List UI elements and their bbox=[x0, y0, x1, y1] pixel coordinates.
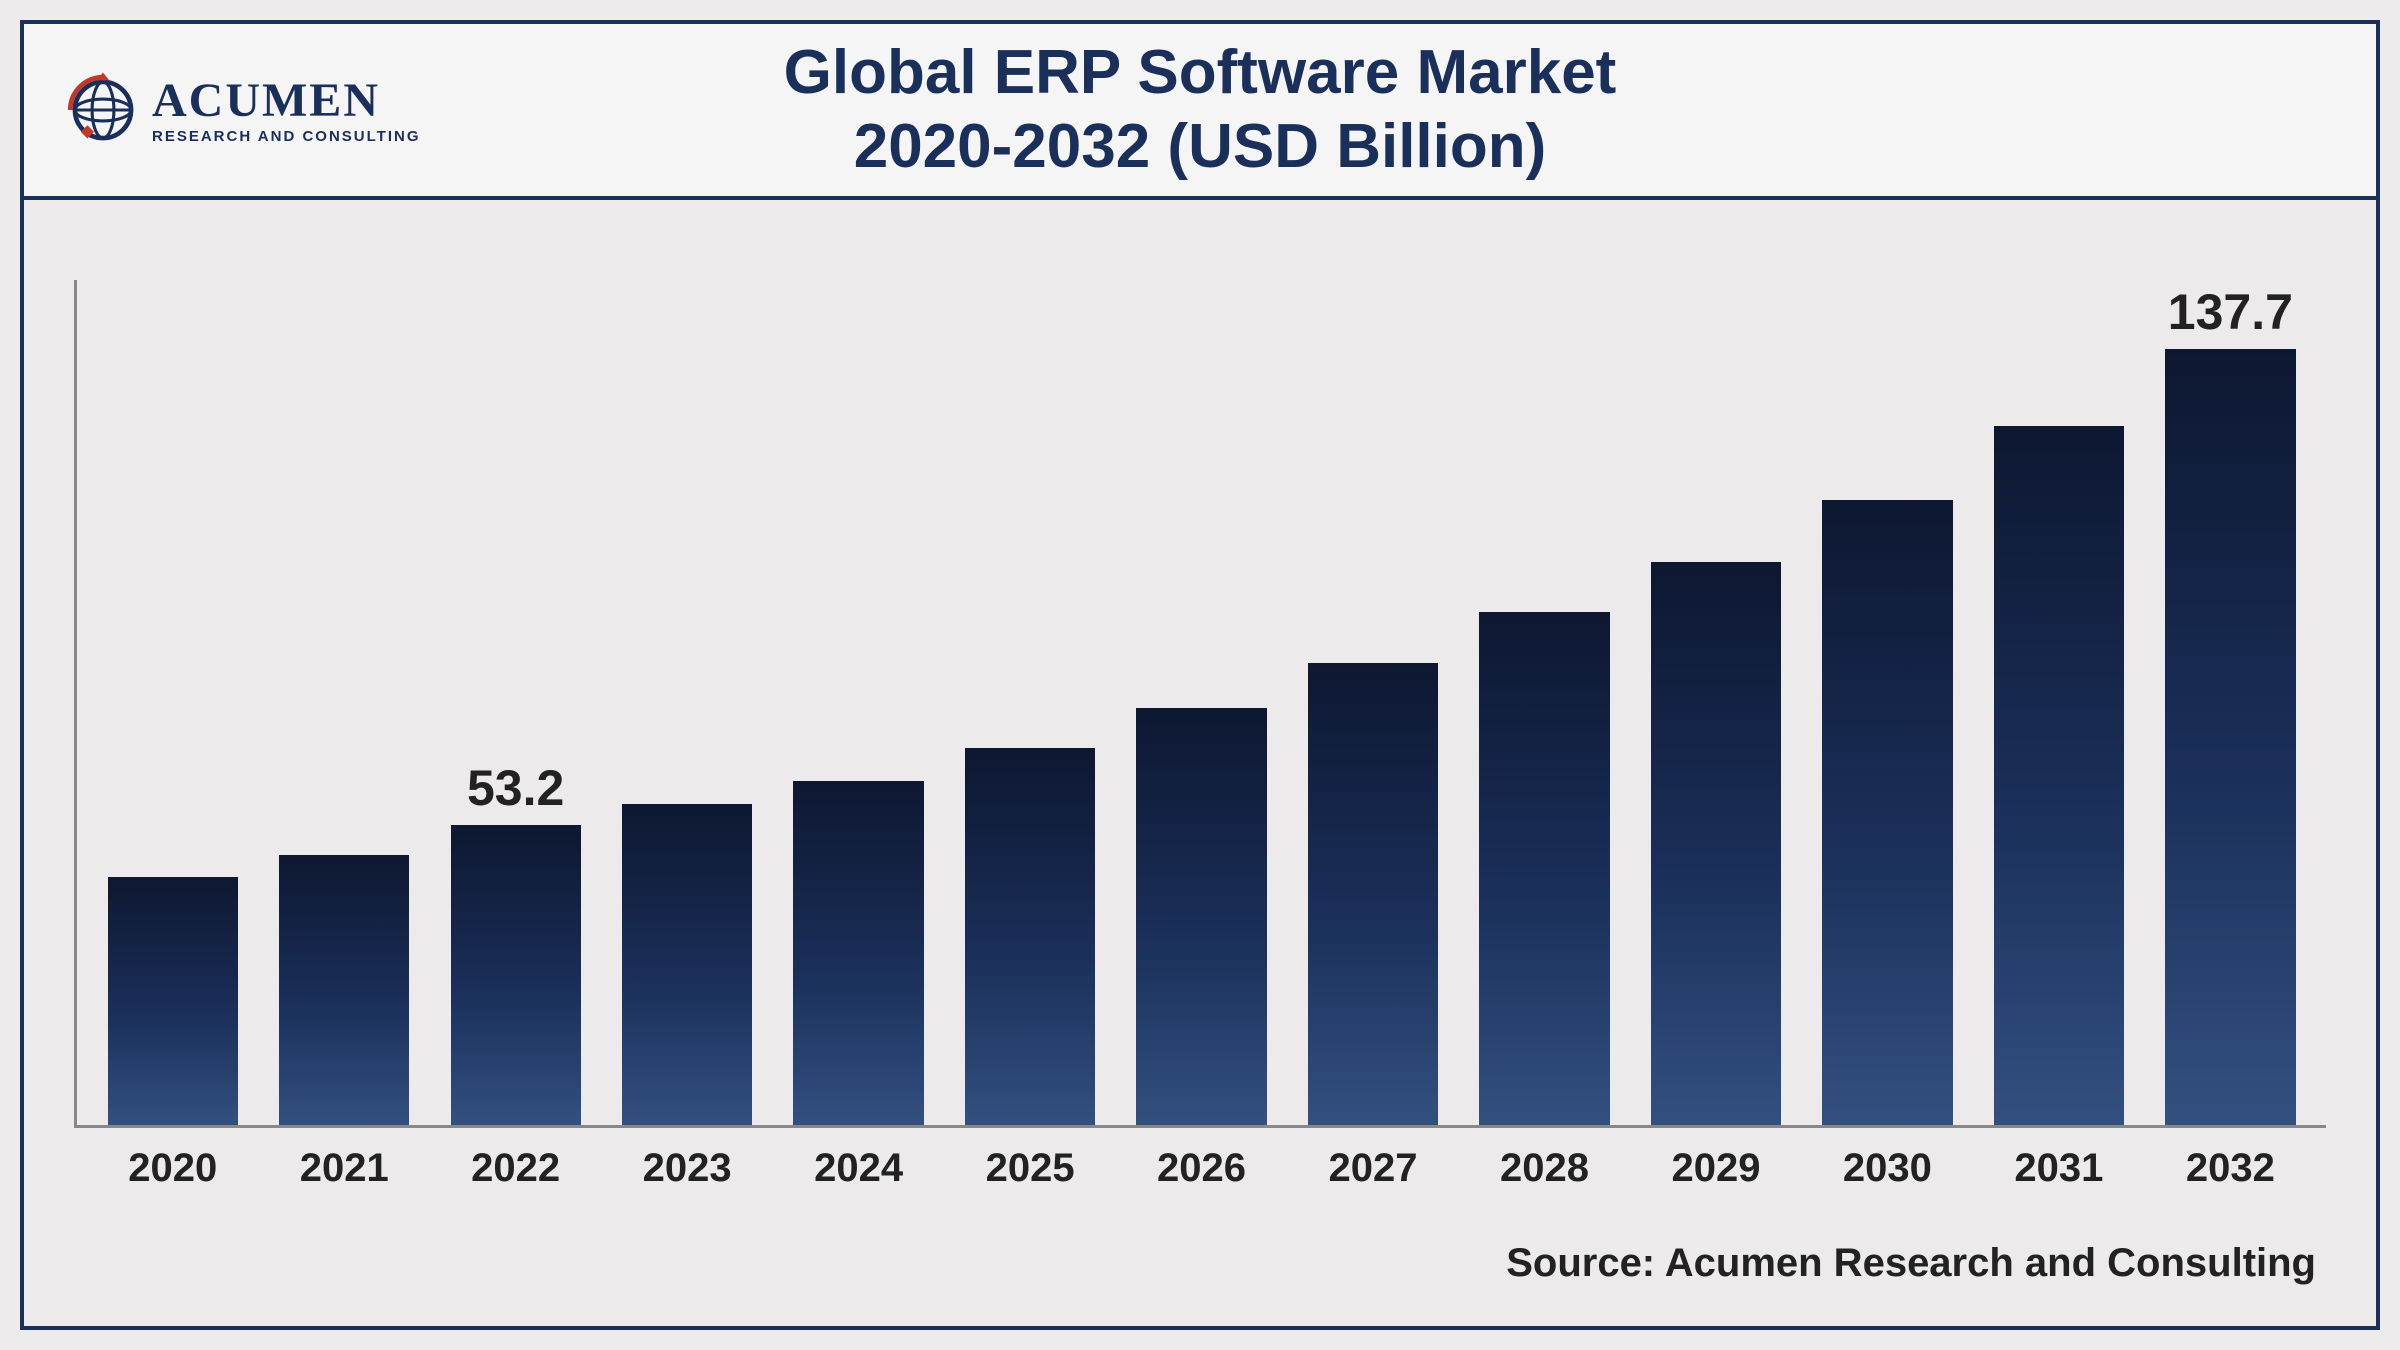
bar bbox=[451, 825, 581, 1125]
chart-panel: 53.2137.7 202020212022202320242025202620… bbox=[20, 200, 2380, 1330]
x-axis-label: 2028 bbox=[1459, 1128, 1630, 1191]
bar-slot bbox=[1116, 280, 1287, 1125]
bar bbox=[622, 804, 752, 1125]
bar bbox=[1479, 612, 1609, 1125]
x-axis-label: 2025 bbox=[944, 1128, 1115, 1191]
bar bbox=[1651, 562, 1781, 1125]
header-bar: ACUMEN RESEARCH AND CONSULTING Global ER… bbox=[20, 20, 2380, 200]
bar bbox=[1822, 500, 1952, 1125]
bar-slot bbox=[258, 280, 429, 1125]
bar-slot: 137.7 bbox=[2145, 280, 2316, 1125]
source-attribution: Source: Acumen Research and Consulting bbox=[74, 1241, 2326, 1286]
x-axis-label: 2022 bbox=[430, 1128, 601, 1191]
logo: ACUMEN RESEARCH AND CONSULTING bbox=[64, 71, 421, 149]
bar-slot: 53.2 bbox=[430, 280, 601, 1125]
x-axis-label: 2020 bbox=[87, 1128, 258, 1191]
bar-value-label: 53.2 bbox=[467, 759, 564, 817]
logo-name: ACUMEN bbox=[152, 77, 421, 125]
x-axis-label: 2021 bbox=[258, 1128, 429, 1191]
x-axis-label: 2027 bbox=[1287, 1128, 1458, 1191]
x-axis-label: 2030 bbox=[1802, 1128, 1973, 1191]
bar-slot bbox=[1630, 280, 1801, 1125]
bar-slot bbox=[944, 280, 1115, 1125]
bar bbox=[279, 855, 409, 1125]
globe-icon bbox=[64, 71, 142, 149]
bar-slot bbox=[773, 280, 944, 1125]
bar bbox=[965, 748, 1095, 1125]
chart-area: 53.2137.7 202020212022202320242025202620… bbox=[74, 280, 2326, 1191]
x-axis-labels: 2020202120222023202420252026202720282029… bbox=[77, 1128, 2326, 1191]
x-axis-label: 2032 bbox=[2145, 1128, 2316, 1191]
bar bbox=[793, 781, 923, 1125]
x-axis-label: 2031 bbox=[1973, 1128, 2144, 1191]
x-axis-label: 2024 bbox=[773, 1128, 944, 1191]
title-line-2: 2020-2032 (USD Billion) bbox=[784, 110, 1617, 184]
bar-slot bbox=[1802, 280, 1973, 1125]
bar-slot bbox=[1459, 280, 1630, 1125]
bar-slot bbox=[1287, 280, 1458, 1125]
title-line-1: Global ERP Software Market bbox=[784, 36, 1617, 110]
x-axis-label: 2029 bbox=[1630, 1128, 1801, 1191]
bar-slot bbox=[87, 280, 258, 1125]
bar bbox=[1308, 663, 1438, 1125]
x-axis-label: 2026 bbox=[1116, 1128, 1287, 1191]
chart-title: Global ERP Software Market 2020-2032 (US… bbox=[784, 36, 1617, 185]
bar-slot bbox=[1973, 280, 2144, 1125]
bar-value-label: 137.7 bbox=[2168, 283, 2293, 341]
logo-text: ACUMEN RESEARCH AND CONSULTING bbox=[152, 77, 421, 144]
bar-slot bbox=[601, 280, 772, 1125]
bar bbox=[1994, 426, 2124, 1125]
bar bbox=[108, 877, 238, 1125]
chart-frame: ACUMEN RESEARCH AND CONSULTING Global ER… bbox=[20, 20, 2380, 1330]
bar bbox=[1136, 708, 1266, 1125]
x-axis-label: 2023 bbox=[601, 1128, 772, 1191]
bars-row: 53.2 137.7 bbox=[74, 280, 2326, 1128]
bar bbox=[2165, 349, 2295, 1125]
logo-tagline: RESEARCH AND CONSULTING bbox=[152, 129, 421, 144]
